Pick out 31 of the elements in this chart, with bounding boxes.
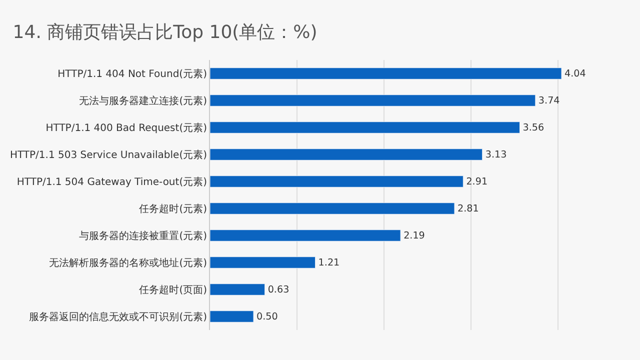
bar <box>210 230 401 242</box>
y-tick-label: 任务超时(页面) <box>138 284 208 296</box>
y-tick-label: 任务超时(元素) <box>138 203 208 215</box>
data-label: 3.56 <box>522 122 544 134</box>
bar <box>210 310 254 322</box>
data-label: 2.19 <box>404 230 425 242</box>
y-tick-label: 无法与服务器建立连接(元素) <box>79 95 208 107</box>
bar <box>210 202 455 214</box>
data-label: 3.13 <box>485 150 507 161</box>
y-tick-label: HTTP/1.1 404 Not Found(元素) <box>58 68 208 80</box>
data-label: 1.21 <box>318 258 340 269</box>
y-tick-label: 无法解析服务器的名称或地址(元素) <box>49 257 208 269</box>
data-label: 0.50 <box>256 312 278 323</box>
chart-title: 14. 商铺页错误占比Top 10(单位：%) <box>12 22 318 43</box>
y-tick-label: HTTP/1.1 503 Service Unavailable(元素) <box>10 149 208 161</box>
data-label: 0.63 <box>268 284 290 296</box>
y-tick-label: 服务器返回的信息无效或不可识别(元素) <box>29 311 208 323</box>
data-label: 3.74 <box>538 96 560 107</box>
bar <box>210 148 483 160</box>
bar <box>210 284 266 296</box>
bar <box>210 122 520 134</box>
data-label: 2.81 <box>458 204 479 215</box>
data-label: 4.04 <box>564 68 586 80</box>
y-tick-label: 与服务器的连接被重置(元素) <box>79 230 208 242</box>
data-label: 2.91 <box>466 176 488 188</box>
bar <box>210 68 562 80</box>
bar <box>210 256 316 268</box>
y-tick-label: HTTP/1.1 400 Bad Request(元素) <box>46 122 208 134</box>
y-tick-label: HTTP/1.1 504 Gateway Time-out(元素) <box>16 176 208 188</box>
bar <box>210 94 536 106</box>
bar <box>210 176 464 188</box>
